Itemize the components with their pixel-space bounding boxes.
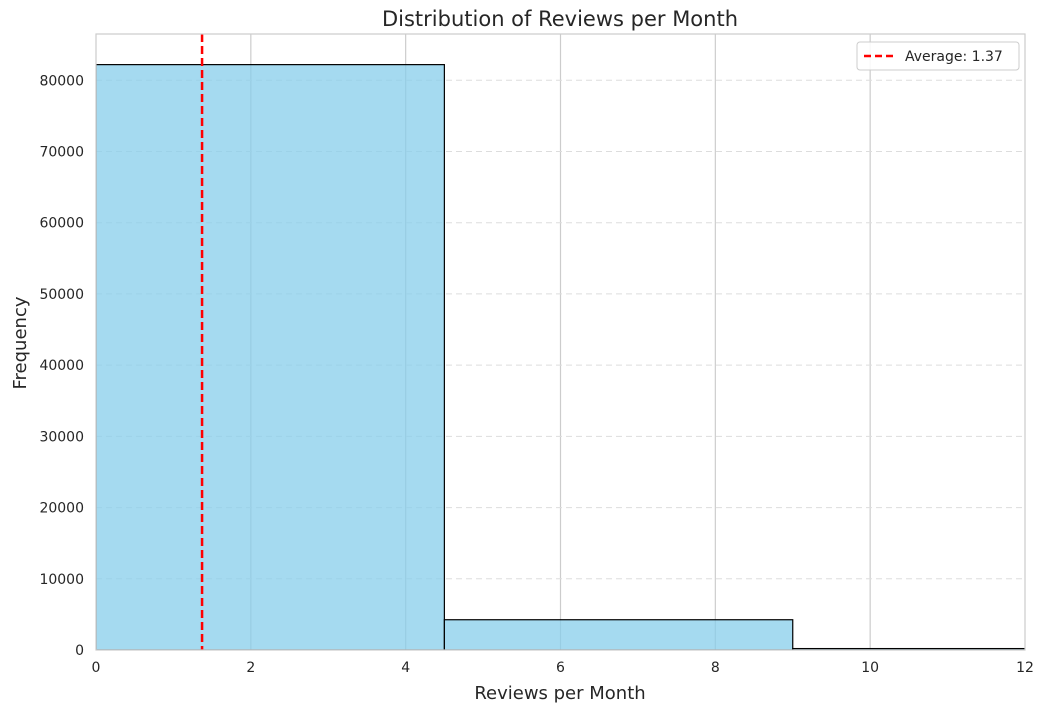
x-tick-label: 0 (92, 660, 101, 676)
tick-labels: 0 2 4 6 8 10 12 0 10000 20000 30000 40000 50000 60000… (39, 73, 1033, 676)
histogram-bar-2 (443, 619, 794, 650)
x-tick-label: 2 (246, 660, 255, 676)
y-tick-label: 20000 (39, 501, 84, 517)
legend: Average: 1.37 (856, 41, 1020, 71)
y-tick-label: 0 (75, 643, 84, 659)
y-tick-label: 70000 (39, 145, 84, 161)
y-axis-label: Frequency (10, 296, 31, 389)
y-tick-label: 40000 (39, 358, 84, 374)
histogram-bar-1 (96, 64, 445, 650)
y-tick-label: 30000 (39, 429, 84, 445)
y-tick-label: 10000 (39, 572, 84, 588)
y-tick-label: 50000 (39, 287, 84, 303)
legend-average-label: Average: 1.37 (905, 49, 1003, 65)
y-tick-label: 80000 (39, 73, 84, 89)
x-tick-label: 8 (711, 660, 720, 676)
y-tick-label: 60000 (39, 216, 84, 232)
chart-title: Distribution of Reviews per Month (382, 7, 738, 31)
legend-box (856, 41, 1020, 71)
x-tick-label: 10 (861, 660, 879, 676)
x-axis-label: Reviews per Month (474, 683, 645, 704)
histogram-bar-3 (792, 647, 1025, 650)
plot-frame (95, 33, 1026, 651)
plot-border (95, 33, 1026, 651)
bars-layer (96, 64, 1025, 650)
x-tick-label: 6 (556, 660, 565, 676)
x-tick-label: 4 (401, 660, 410, 676)
x-tick-label: 12 (1016, 660, 1034, 676)
